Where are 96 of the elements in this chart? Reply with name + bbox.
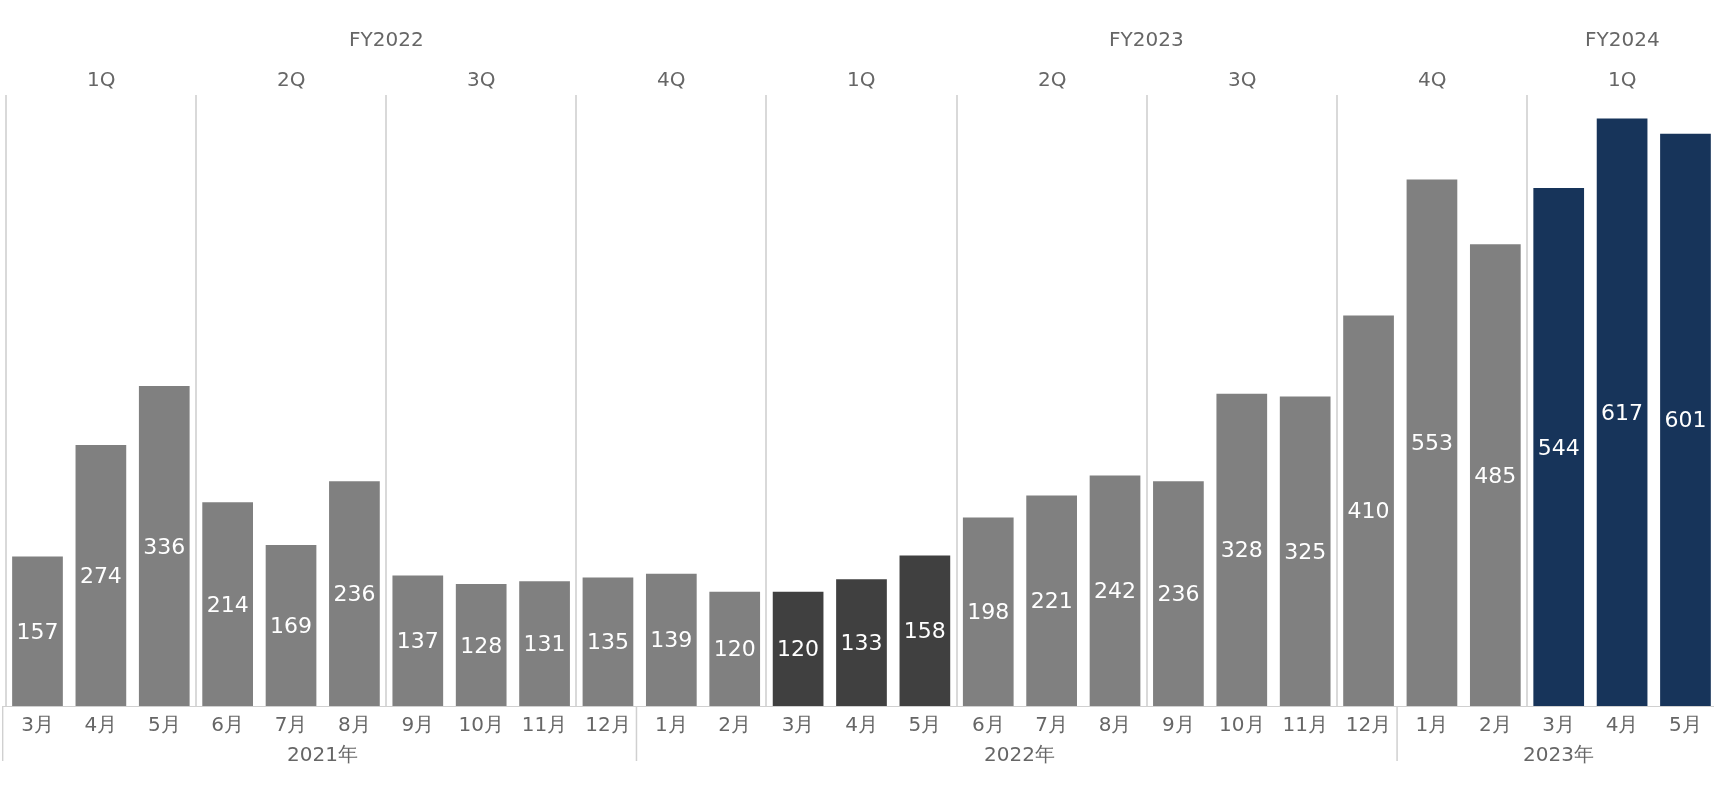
x-tick-label: 2月 (718, 712, 752, 736)
data-label: 214 (206, 591, 249, 617)
text: 3Q (1228, 67, 1257, 91)
bar (1533, 188, 1585, 706)
x-tick-label: 4月 (1605, 712, 1639, 736)
text: 3Q (467, 67, 496, 91)
data-label: 120 (777, 636, 820, 662)
x-tick-label: 1月 (654, 712, 688, 736)
bar (645, 573, 697, 706)
x-tick-label: 2月 (1478, 712, 1512, 736)
bar (709, 591, 761, 706)
bar (1660, 133, 1711, 706)
x-tick-label: 12月 (585, 712, 631, 736)
text: 1Q (87, 67, 116, 91)
x-tick-label: 5月 (908, 712, 942, 736)
x-tick-label: 8月 (1098, 712, 1132, 736)
bar (455, 584, 507, 706)
bar (772, 591, 824, 706)
x-tick-label: 4月 (845, 712, 878, 736)
x-tick-label: 10月 (1219, 712, 1265, 736)
x-tick-label: 5月 (147, 712, 181, 736)
data-label: 236 (333, 581, 376, 607)
data-label: 410 (1347, 498, 1390, 524)
text: 2022年 (984, 742, 1055, 766)
text: 1Q (1608, 67, 1637, 91)
text: FY2022 (349, 27, 424, 51)
data-label: 242 (1094, 578, 1137, 604)
data-label: 120 (713, 636, 756, 662)
bar (836, 579, 887, 706)
x-tick-label: 1月 (1415, 712, 1449, 736)
bar (329, 481, 380, 706)
data-label: 198 (967, 599, 1010, 625)
data-label: 158 (903, 618, 946, 644)
text: 2Q (277, 67, 306, 91)
bar (12, 556, 63, 706)
text: 2021年 (287, 742, 358, 766)
data-label: 135 (586, 629, 629, 655)
text: 2Q (1038, 67, 1067, 91)
bar (1026, 495, 1077, 706)
bar (392, 575, 444, 706)
x-tick-label: 12月 (1345, 712, 1392, 736)
bar (519, 581, 570, 706)
data-label: 128 (460, 632, 503, 658)
data-label: 133 (840, 630, 883, 656)
data-label: 274 (79, 563, 122, 589)
x-tick-label: 3月 (781, 712, 815, 736)
data-label: 325 (1284, 538, 1327, 564)
data-label: 236 (1157, 581, 1200, 607)
bar (1469, 244, 1521, 706)
x-tick-label: 3月 (1542, 712, 1576, 736)
data-label: 137 (396, 628, 439, 654)
data-label: 131 (523, 631, 566, 657)
data-label: 336 (143, 533, 186, 559)
bar (1153, 481, 1204, 706)
x-tick-label: 5月 (1669, 712, 1702, 736)
bar (962, 517, 1014, 706)
text: 2023年 (1523, 742, 1594, 766)
text: 1Q (847, 67, 876, 91)
x-tick-label: 9月 (1162, 712, 1195, 736)
data-label: 139 (650, 627, 693, 653)
x-tick-label: 11月 (521, 712, 568, 736)
bar (75, 445, 127, 706)
data-label: 169 (270, 613, 313, 639)
data-label: 157 (16, 618, 59, 644)
data-label: 544 (1537, 434, 1580, 460)
bar (265, 545, 317, 706)
text: 4Q (657, 67, 686, 91)
x-tick-label: 4月 (84, 712, 118, 736)
bar (1596, 118, 1648, 706)
bar (1089, 475, 1141, 706)
data-label: 485 (1474, 462, 1517, 488)
x-tick-label: 10月 (458, 712, 504, 736)
bar (582, 577, 634, 706)
x-tick-label: 11月 (1282, 712, 1328, 736)
data-label: 221 (1030, 588, 1073, 614)
bar (202, 502, 253, 706)
bar (1216, 393, 1268, 706)
bar (138, 386, 190, 706)
text: FY2023 (1109, 27, 1184, 51)
data-label: 328 (1220, 537, 1263, 563)
x-tick-label: 6月 (211, 712, 245, 736)
text: FY2024 (1585, 27, 1660, 51)
data-label: 617 (1601, 399, 1644, 425)
bar (899, 555, 951, 706)
x-tick-label: 9月 (401, 712, 435, 736)
x-tick-label: 3月 (21, 712, 54, 736)
x-tick-label: 7月 (1035, 712, 1069, 736)
bar (1406, 179, 1458, 706)
data-label: 601 (1664, 407, 1707, 433)
x-tick-label: 6月 (971, 712, 1005, 736)
x-tick-label: 8月 (338, 712, 371, 736)
bar (1279, 396, 1331, 706)
x-tick-label: 7月 (274, 712, 308, 736)
data-label: 553 (1410, 430, 1453, 456)
text: 4Q (1418, 67, 1447, 91)
bar (1343, 315, 1394, 706)
